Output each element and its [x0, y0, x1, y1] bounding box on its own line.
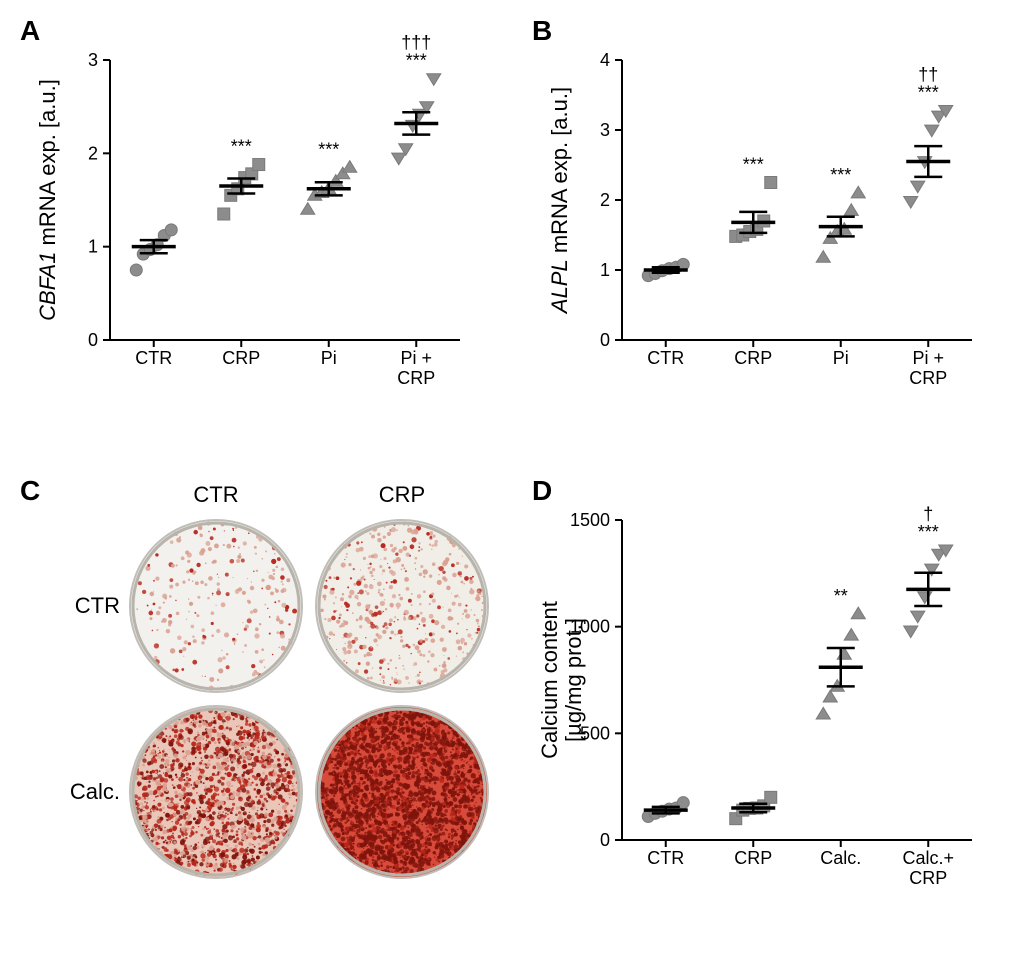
svg-text:2: 2 — [88, 143, 98, 163]
svg-text:Pi: Pi — [833, 348, 849, 368]
svg-text:1: 1 — [88, 237, 98, 257]
figure-grid: A 0123CBFA1 mRNA exp. [a.u.]CTRCRPPiPi +… — [20, 20, 1000, 920]
svg-text:CRP: CRP — [734, 348, 772, 368]
svg-text:CRP: CRP — [909, 368, 947, 388]
well-row-calc: Calc. — [50, 779, 120, 805]
svg-text:Calc.+: Calc.+ — [902, 848, 954, 868]
well-row-ctr: CTR — [50, 593, 120, 619]
svg-text:†††: ††† — [401, 33, 431, 53]
svg-text:†: † — [923, 504, 933, 524]
svg-text:ALPL mRNA exp. [a.u.]: ALPL mRNA exp. [a.u.] — [547, 87, 572, 315]
svg-text:0: 0 — [600, 830, 610, 850]
svg-text:**: ** — [834, 586, 848, 606]
svg-text:0: 0 — [600, 330, 610, 350]
well-col-ctr: CTR — [193, 482, 238, 508]
panel-b-chart: 01234ALPL mRNA exp. [a.u.]CTRCRPPiPi +CR… — [532, 20, 992, 420]
svg-text:3: 3 — [600, 120, 610, 140]
panel-d-label: D — [532, 475, 552, 507]
panel-a-label: A — [20, 15, 40, 47]
panel-d: D 050010001500Calcium content[µg/mg prot… — [532, 480, 1000, 920]
panel-b-label: B — [532, 15, 552, 47]
well-ctr-ctr — [129, 519, 303, 693]
svg-text:[µg/mg prot.]: [µg/mg prot.] — [561, 618, 586, 742]
svg-text:CTR: CTR — [647, 348, 684, 368]
svg-text:Calc.: Calc. — [820, 848, 861, 868]
svg-text:***: *** — [231, 137, 252, 157]
svg-text:CRP: CRP — [397, 368, 435, 388]
svg-text:1: 1 — [600, 260, 610, 280]
svg-text:***: *** — [830, 165, 851, 185]
svg-text:CRP: CRP — [909, 868, 947, 888]
svg-text:Pi +: Pi + — [400, 348, 432, 368]
svg-text:Pi: Pi — [321, 348, 337, 368]
svg-text:CTR: CTR — [647, 848, 684, 868]
svg-text:CTR: CTR — [135, 348, 172, 368]
panel-a-chart: 0123CBFA1 mRNA exp. [a.u.]CTRCRPPiPi +CR… — [20, 20, 480, 420]
svg-text:3: 3 — [88, 50, 98, 70]
well-col-crp: CRP — [379, 482, 425, 508]
svg-text:***: *** — [406, 51, 427, 71]
svg-text:††: †† — [918, 64, 938, 84]
svg-text:0: 0 — [88, 330, 98, 350]
well-grid: CTR CRP CTR Calc. — [50, 480, 492, 882]
panel-c: C CTR CRP CTR Calc. — [20, 480, 492, 920]
svg-text:2: 2 — [600, 190, 610, 210]
svg-text:1500: 1500 — [570, 510, 610, 530]
svg-text:***: *** — [318, 139, 339, 159]
well-calc-crp — [315, 705, 489, 879]
panel-c-label: C — [20, 475, 40, 507]
svg-text:***: *** — [743, 155, 764, 175]
svg-text:4: 4 — [600, 50, 610, 70]
well-calc-ctr — [129, 705, 303, 879]
panel-a: A 0123CBFA1 mRNA exp. [a.u.]CTRCRPPiPi +… — [20, 20, 492, 420]
panel-d-chart: 050010001500Calcium content[µg/mg prot.]… — [532, 480, 992, 920]
panel-b: B 01234ALPL mRNA exp. [a.u.]CTRCRPPiPi +… — [532, 20, 1000, 420]
svg-text:***: *** — [918, 82, 939, 102]
well-ctr-crp — [315, 519, 489, 693]
svg-text:CRP: CRP — [222, 348, 260, 368]
svg-text:Calcium content: Calcium content — [537, 601, 562, 759]
svg-text:CRP: CRP — [734, 848, 772, 868]
svg-text:***: *** — [918, 522, 939, 542]
svg-text:CBFA1 mRNA exp. [a.u.]: CBFA1 mRNA exp. [a.u.] — [35, 79, 60, 321]
svg-text:Pi +: Pi + — [912, 348, 944, 368]
